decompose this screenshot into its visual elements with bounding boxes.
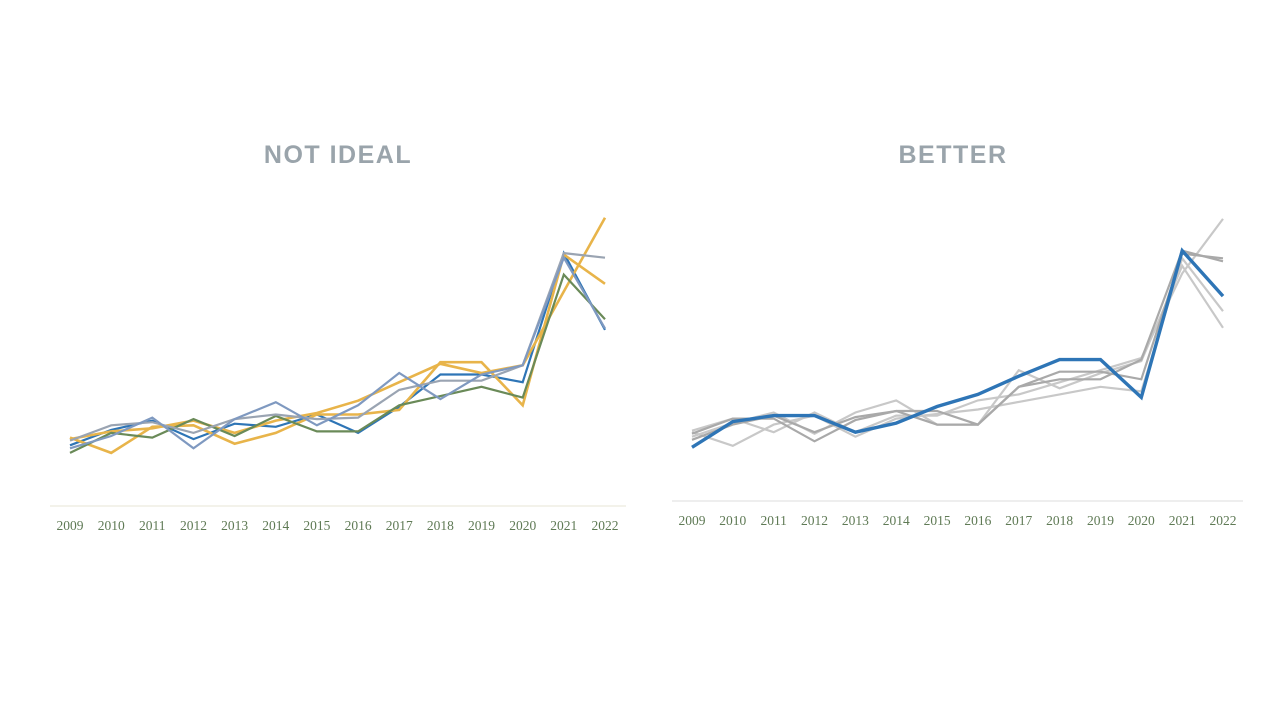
not-ideal-series-line-4	[69, 272, 606, 454]
better-x-tick-label-2022: 2022	[1210, 513, 1237, 528]
not-ideal-x-tick-label-2009: 2009	[57, 518, 84, 533]
better-x-tick-label-2018: 2018	[1046, 513, 1073, 528]
better-x-tick-label-2016: 2016	[964, 513, 991, 528]
panel-title-better: BETTER	[898, 141, 1008, 169]
better-series-line-6	[691, 247, 1225, 449]
not-ideal-x-tick-label-2015: 2015	[303, 518, 330, 533]
better-x-tick-label-2009: 2009	[679, 513, 706, 528]
better-x-tick-label-2015: 2015	[924, 513, 951, 528]
not-ideal-x-tick-label-2013: 2013	[221, 518, 248, 533]
left-panel: NOT IDEAL 2009 2010 2011 2012 2013 2014 2015 20…	[50, 141, 626, 533]
better-x-tick-label-2014: 2014	[883, 513, 910, 528]
not-ideal-x-tick-label-2018: 2018	[427, 518, 454, 533]
better-x-tick-label-2012: 2012	[801, 513, 828, 528]
better-series-line-4	[691, 252, 1224, 443]
better-x-tick-label-2019: 2019	[1087, 513, 1114, 528]
better-series-line-5	[691, 249, 1224, 441]
not-ideal-x-tick-label-2019: 2019	[468, 518, 495, 533]
better-x-tick-label-2013: 2013	[842, 513, 869, 528]
not-ideal-series-line-6	[69, 255, 606, 450]
not-ideal-x-tick-label-2011: 2011	[139, 518, 166, 533]
not-ideal-x-tick-label-2022: 2022	[592, 518, 619, 533]
not-ideal-series-line-3	[69, 217, 607, 441]
chart-not-ideal: 2009 2010 2011 2012 2013 2014 2015 2016 2017 2018…	[50, 217, 626, 533]
not-ideal-x-tick-label-2016: 2016	[345, 518, 372, 533]
not-ideal-x-tick-label-2014: 2014	[262, 518, 289, 533]
not-ideal-series-line-5	[69, 251, 606, 442]
better-x-tick-label-2021: 2021	[1169, 513, 1196, 528]
not-ideal-x-tick-label-2020: 2020	[509, 518, 536, 533]
better-x-tick-label-2017: 2017	[1005, 513, 1032, 528]
not-ideal-x-tick-label-2017: 2017	[386, 518, 413, 533]
better-series-line-3	[691, 218, 1224, 434]
better-x-tick-label-2020: 2020	[1128, 513, 1155, 528]
chart-better: 2009 2010 2011 2012 2013 2014 2015 2016 2017 2018…	[672, 218, 1243, 528]
panel-title-not-ideal: NOT IDEAL	[263, 141, 413, 169]
better-x-tick-label-2010: 2010	[719, 513, 746, 528]
not-ideal-x-tick-label-2021: 2021	[550, 518, 577, 533]
not-ideal-x-tick-label-2012: 2012	[180, 518, 207, 533]
not-ideal-x-tick-label-2010: 2010	[98, 518, 125, 533]
better-x-tick-label-2011: 2011	[760, 513, 787, 528]
right-panel: BETTER 2009 2010 2011 2012 2013 2014 2015 2016 2…	[640, 0, 1280, 720]
